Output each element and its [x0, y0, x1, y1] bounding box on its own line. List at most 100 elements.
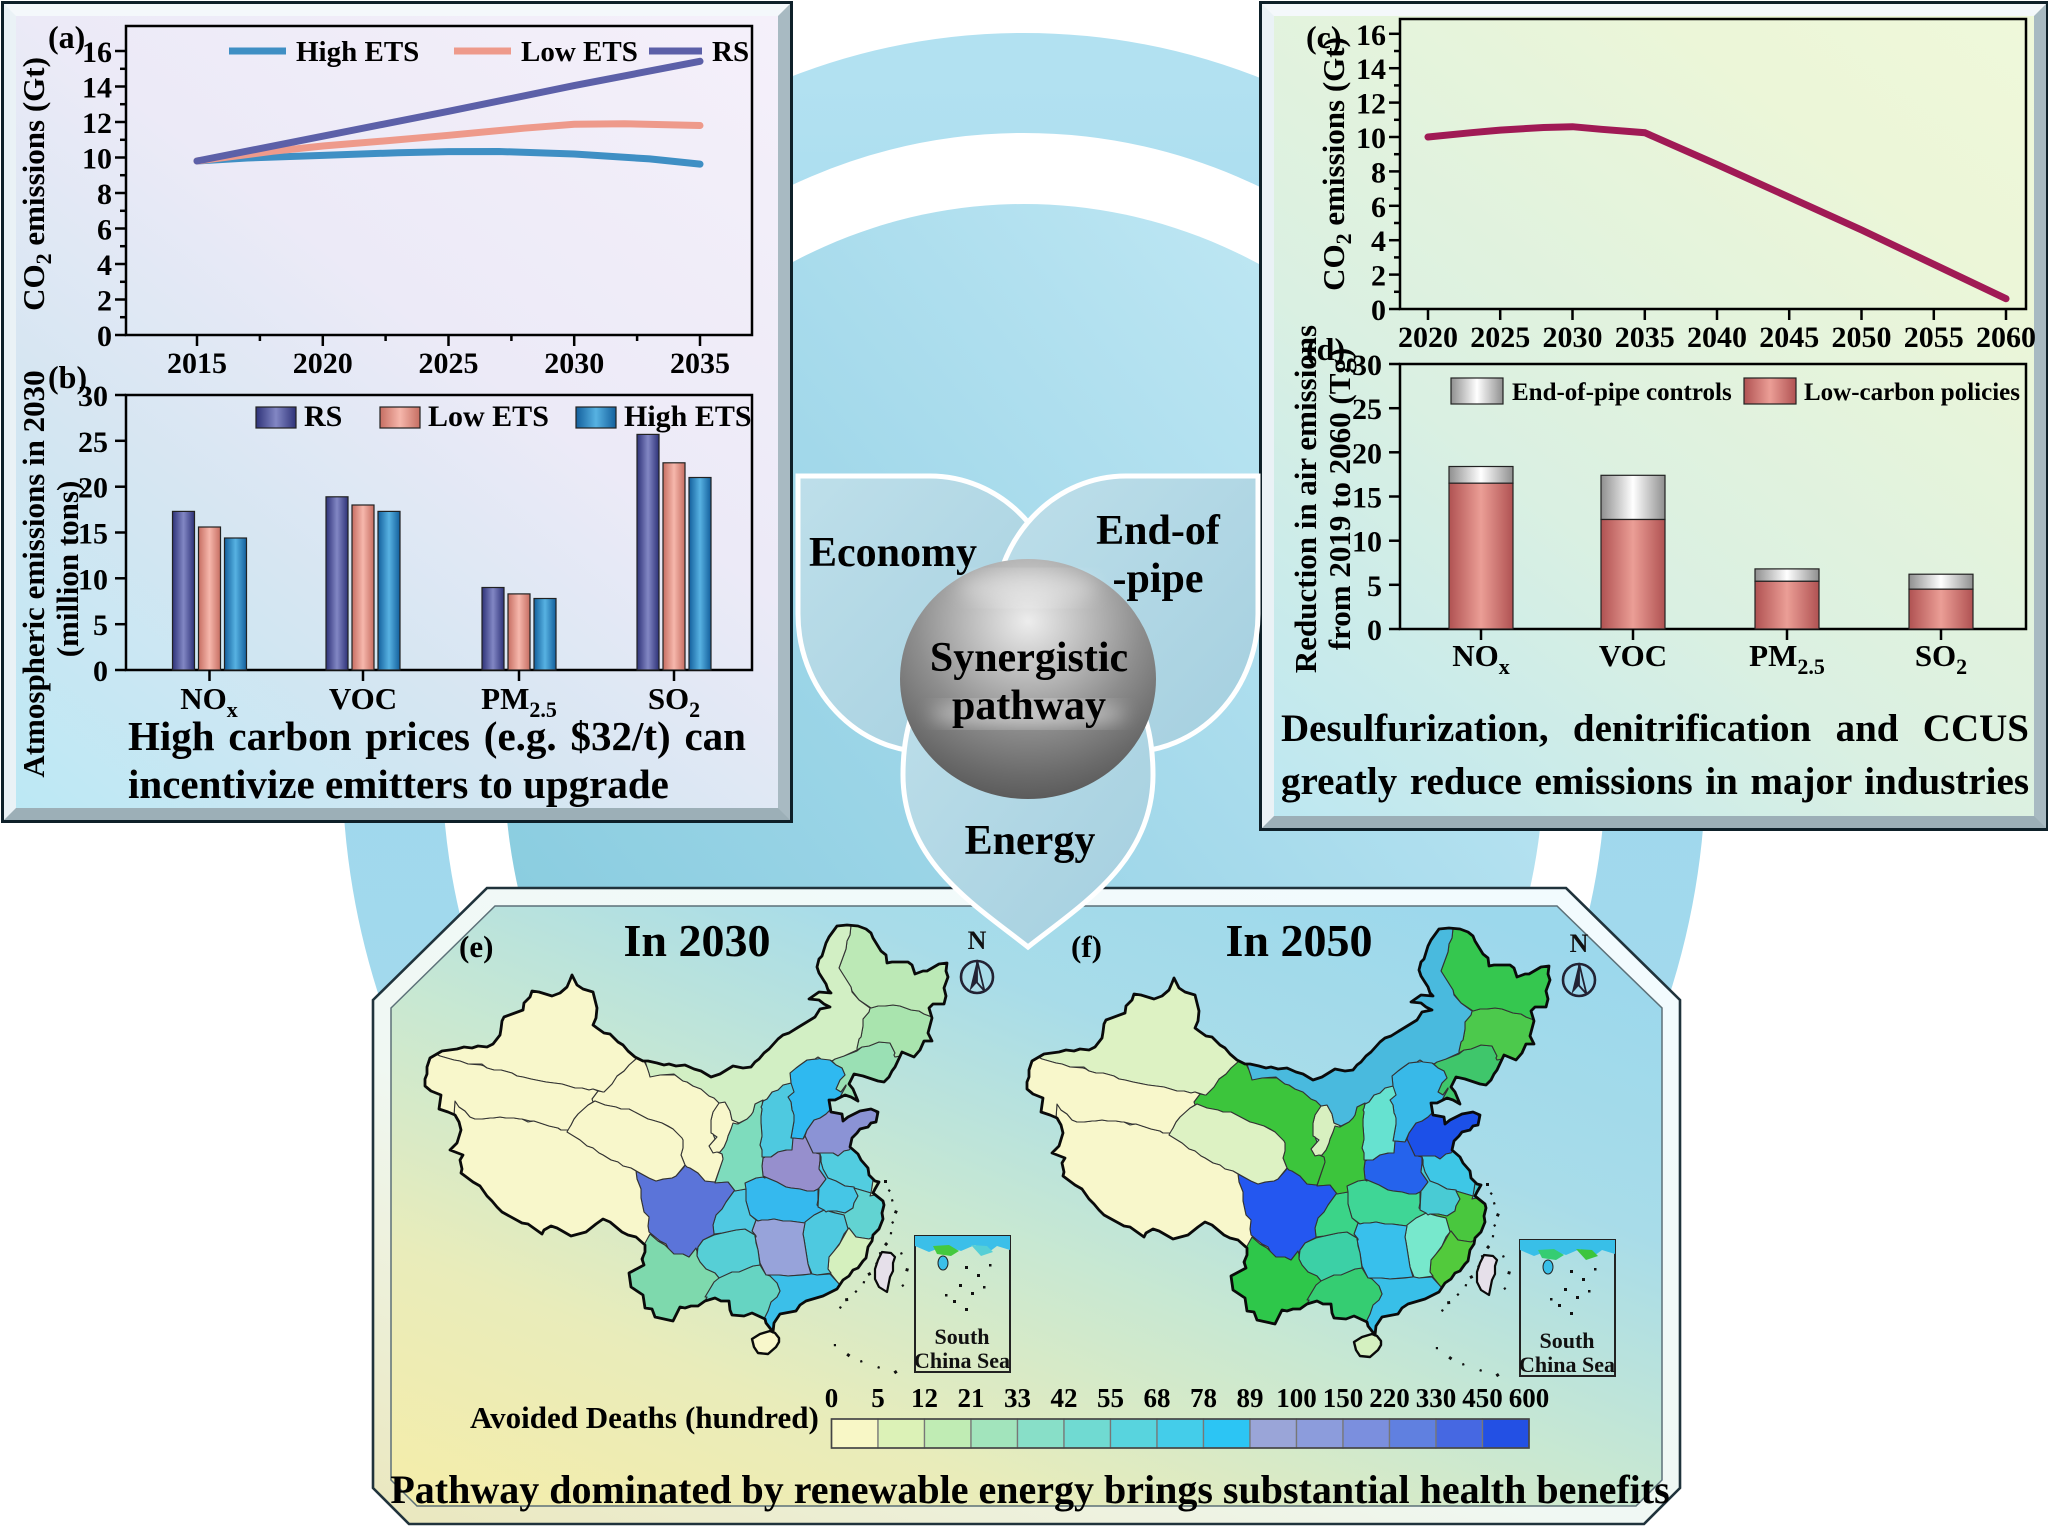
svg-text:-pipe: -pipe	[1112, 556, 1203, 602]
svg-text:20: 20	[78, 472, 108, 505]
svg-text:33: 33	[1004, 1383, 1031, 1413]
svg-text:2050: 2050	[1832, 321, 1892, 354]
svg-text:China Sea: China Sea	[1519, 1352, 1615, 1377]
svg-text:CO2 emissions (Gt): CO2 emissions (Gt)	[1316, 37, 1356, 291]
svg-text:10: 10	[78, 563, 108, 596]
svg-text:8: 8	[1371, 156, 1386, 189]
svg-text:20: 20	[1352, 437, 1382, 470]
svg-text:0: 0	[1371, 294, 1386, 327]
svg-text:2020: 2020	[1398, 321, 1458, 354]
svg-text:150: 150	[1323, 1383, 1364, 1413]
svg-text:pathway: pathway	[952, 683, 1106, 729]
svg-text:(f): (f)	[1071, 929, 1102, 964]
svg-text:2020: 2020	[293, 347, 353, 380]
svg-text:450: 450	[1462, 1383, 1503, 1413]
svg-text:100: 100	[1276, 1383, 1317, 1413]
svg-text:RS: RS	[304, 400, 342, 433]
svg-text:(d): (d)	[1306, 331, 1345, 367]
svg-text:(b): (b)	[48, 359, 87, 395]
svg-text:Avoided Deaths(hundred): Avoided Deaths (hundred)	[470, 1400, 819, 1435]
svg-text:High ETS: High ETS	[296, 36, 419, 68]
svg-text:25: 25	[1352, 393, 1382, 426]
svg-text:89: 89	[1237, 1383, 1264, 1413]
svg-text:16: 16	[1356, 19, 1386, 52]
svg-text:12: 12	[911, 1383, 938, 1413]
svg-text:In 2050: In 2050	[1226, 915, 1373, 966]
svg-text:14: 14	[1356, 53, 1386, 86]
svg-text:21: 21	[958, 1383, 985, 1413]
svg-text:42: 42	[1051, 1383, 1078, 1413]
svg-text:55: 55	[1097, 1383, 1124, 1413]
svg-text:12: 12	[82, 107, 112, 140]
svg-text:(a): (a)	[48, 19, 85, 55]
svg-text:0: 0	[97, 320, 112, 353]
svg-text:China Sea: China Sea	[914, 1348, 1010, 1373]
svg-text:End-of: End-of	[1096, 508, 1221, 554]
svg-text:0: 0	[1367, 614, 1382, 647]
svg-text:2025: 2025	[419, 347, 479, 380]
svg-text:78: 78	[1190, 1383, 1217, 1413]
svg-text:30: 30	[78, 380, 108, 413]
svg-text:Low ETS: Low ETS	[521, 36, 638, 68]
svg-text:Reduction in air emissions: Reduction in air emissions	[1288, 325, 1323, 673]
svg-text:2030: 2030	[1543, 321, 1603, 354]
svg-text:15: 15	[78, 518, 108, 551]
svg-text:10: 10	[1356, 122, 1386, 155]
svg-text:25: 25	[78, 426, 108, 459]
svg-text:Low-carbon policies: Low-carbon policies	[1804, 379, 2020, 406]
svg-text:(million tons): (million tons)	[50, 481, 85, 658]
svg-text:15: 15	[1352, 482, 1382, 515]
svg-text:2025: 2025	[1470, 321, 1530, 354]
svg-text:600: 600	[1509, 1383, 1550, 1413]
svg-text:(e): (e)	[459, 929, 493, 964]
svg-text:In 2030: In 2030	[624, 915, 771, 966]
svg-text:2030: 2030	[544, 347, 604, 380]
svg-text:from 2019 to 2060 (Tg): from 2019 to 2060 (Tg)	[1322, 348, 1357, 651]
svg-text:South: South	[1539, 1328, 1594, 1353]
svg-text:Atmospheric emissions in 2030: Atmospheric emissions in 2030	[16, 370, 51, 777]
svg-text:68: 68	[1144, 1383, 1171, 1413]
svg-text:2055: 2055	[1904, 321, 1964, 354]
svg-text:2060: 2060	[1976, 321, 2036, 354]
svg-text:5: 5	[93, 609, 108, 642]
svg-text:2015: 2015	[167, 347, 227, 380]
svg-text:RS: RS	[712, 36, 749, 68]
svg-text:Energy: Energy	[965, 818, 1096, 864]
svg-text:10: 10	[1352, 526, 1382, 559]
svg-text:6: 6	[1371, 191, 1386, 224]
svg-text:VOC: VOC	[329, 681, 397, 716]
svg-text:Economy: Economy	[809, 530, 977, 576]
svg-text:14: 14	[82, 72, 112, 105]
svg-text:30: 30	[1352, 349, 1382, 382]
svg-text:12: 12	[1356, 88, 1386, 121]
svg-text:2040: 2040	[1687, 321, 1747, 354]
svg-text:2035: 2035	[670, 347, 730, 380]
svg-text:Pathway dominated by renewable: Pathway dominated by renewable energy br…	[390, 1467, 1669, 1512]
svg-text:South: South	[934, 1324, 989, 1349]
svg-text:VOC: VOC	[1599, 638, 1667, 673]
svg-text:CO2 emissions (Gt): CO2 emissions (Gt)	[16, 57, 56, 311]
svg-text:4: 4	[1371, 225, 1386, 258]
svg-text:2035: 2035	[1615, 321, 1675, 354]
svg-text:8: 8	[97, 178, 112, 211]
svg-text:(c): (c)	[1306, 19, 1342, 55]
svg-text:0: 0	[825, 1383, 839, 1413]
svg-text:220: 220	[1369, 1383, 1410, 1413]
svg-text:2045: 2045	[1759, 321, 1819, 354]
svg-text:10: 10	[82, 143, 112, 176]
svg-text:0: 0	[93, 655, 108, 688]
svg-text:2: 2	[97, 285, 112, 318]
svg-text:5: 5	[1367, 570, 1382, 603]
svg-text:End-of-pipe controls: End-of-pipe controls	[1512, 379, 1732, 406]
svg-text:High ETS: High ETS	[624, 400, 752, 433]
svg-text:6: 6	[97, 214, 112, 247]
svg-text:Low ETS: Low ETS	[428, 400, 549, 433]
svg-text:330: 330	[1416, 1383, 1457, 1413]
svg-text:N: N	[968, 926, 987, 955]
svg-text:N: N	[1570, 929, 1589, 958]
svg-text:Synergistic: Synergistic	[930, 635, 1128, 681]
svg-text:2: 2	[1371, 260, 1386, 293]
svg-text:5: 5	[871, 1383, 885, 1413]
svg-text:16: 16	[82, 36, 112, 69]
svg-text:4: 4	[97, 249, 112, 282]
